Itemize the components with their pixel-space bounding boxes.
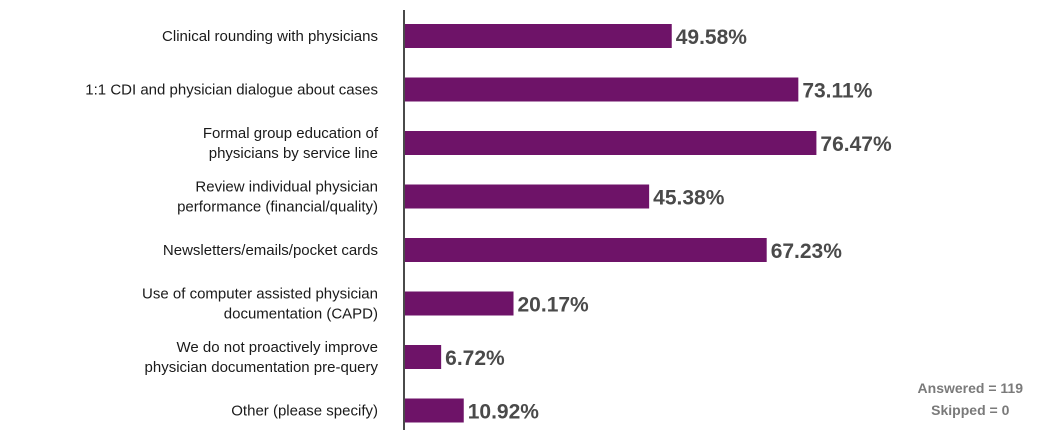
value-label-2: 76.47% (820, 133, 892, 156)
bar-7 (405, 398, 464, 423)
category-label-1-line-0: 1:1 CDI and physician dialogue about cas… (85, 82, 378, 99)
value-label-0: 49.58% (676, 26, 748, 49)
category-label-0: Clinical rounding with physicians (162, 28, 378, 45)
category-label-4: Newsletters/emails/pocket cards (163, 242, 378, 259)
bars-group (405, 24, 817, 423)
response-summary: Answered = 119 Skipped = 0 (918, 377, 1023, 421)
bar-1 (405, 77, 799, 102)
bar-4 (405, 238, 767, 262)
category-label-3-line-0: Review individual physician (195, 179, 378, 196)
category-label-5-line-0: Use of computer assisted physician (142, 286, 378, 303)
category-labels-group: Clinical rounding with physicians 1:1 CDI… (85, 28, 379, 420)
category-label-5: Use of computer assisted physician docume… (142, 286, 378, 323)
answered-count: Answered = 119 (917, 380, 1023, 396)
value-label-3: 45.38% (653, 187, 725, 210)
value-labels-group: 49.58% 73.11% 76.47% 45.38% 67.23% 20.17% 6.72… (445, 26, 892, 424)
category-label-2-line-0: Formal group education of (203, 125, 379, 142)
value-label-4: 67.23% (771, 240, 843, 263)
bar-3 (405, 184, 650, 209)
bar-6 (405, 345, 442, 369)
value-label-1: 73.11% (802, 80, 872, 103)
category-label-5-line-1: documentation (CAPD) (224, 306, 378, 323)
category-label-2: Formal group education of physicians by s… (203, 125, 379, 162)
category-label-0-line-0: Clinical rounding with physicians (162, 28, 378, 45)
value-label-6: 6.72% (445, 347, 505, 370)
value-label-5: 20.17% (518, 294, 590, 317)
category-label-1: 1:1 CDI and physician dialogue about cas… (85, 82, 378, 99)
category-label-3-line-1: performance (financial/quality) (177, 199, 378, 216)
bar-0 (405, 24, 672, 48)
category-label-6-line-1: physician documentation pre-query (145, 359, 379, 376)
category-label-2-line-1: physicians by service line (209, 145, 378, 162)
category-label-6-line-0: We do not proactively improve (177, 339, 378, 356)
category-label-3: Review individual physician performance (… (177, 179, 378, 216)
category-label-4-line-0: Newsletters/emails/pocket cards (163, 242, 378, 259)
value-label-7: 10.92% (468, 401, 540, 424)
bar-5 (405, 291, 514, 316)
skipped-count: Skipped = 0 (931, 402, 1010, 418)
category-label-7-line-0: Other (please specify) (231, 403, 378, 420)
category-label-7: Other (please specify) (231, 403, 378, 420)
bar-2 (405, 131, 817, 155)
category-label-6: We do not proactively improve physician d… (145, 339, 379, 376)
